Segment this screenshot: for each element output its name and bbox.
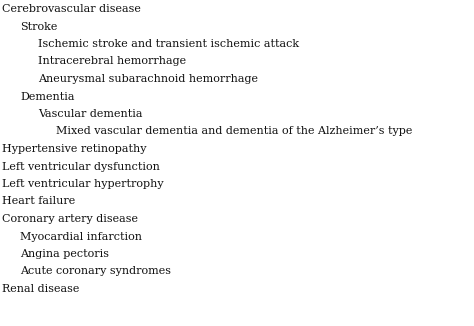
Text: Angina pectoris: Angina pectoris: [20, 249, 109, 259]
Text: Left ventricular dysfunction: Left ventricular dysfunction: [2, 161, 160, 171]
Text: Left ventricular hypertrophy: Left ventricular hypertrophy: [2, 179, 164, 189]
Text: Ischemic stroke and transient ischemic attack: Ischemic stroke and transient ischemic a…: [38, 39, 299, 49]
Text: Mixed vascular dementia and dementia of the Alzheimer’s type: Mixed vascular dementia and dementia of …: [56, 126, 412, 137]
Text: Cerebrovascular disease: Cerebrovascular disease: [2, 4, 141, 14]
Text: Renal disease: Renal disease: [2, 284, 79, 294]
Text: Hypertensive retinopathy: Hypertensive retinopathy: [2, 144, 146, 154]
Text: Vascular dementia: Vascular dementia: [38, 109, 143, 119]
Text: Intracerebral hemorrhage: Intracerebral hemorrhage: [38, 56, 186, 67]
Text: Acute coronary syndromes: Acute coronary syndromes: [20, 266, 171, 276]
Text: Dementia: Dementia: [20, 92, 74, 101]
Text: Aneurysmal subarachnoid hemorrhage: Aneurysmal subarachnoid hemorrhage: [38, 74, 258, 84]
Text: Heart failure: Heart failure: [2, 197, 75, 206]
Text: Stroke: Stroke: [20, 22, 57, 32]
Text: Coronary artery disease: Coronary artery disease: [2, 214, 138, 224]
Text: Myocardial infarction: Myocardial infarction: [20, 231, 142, 242]
